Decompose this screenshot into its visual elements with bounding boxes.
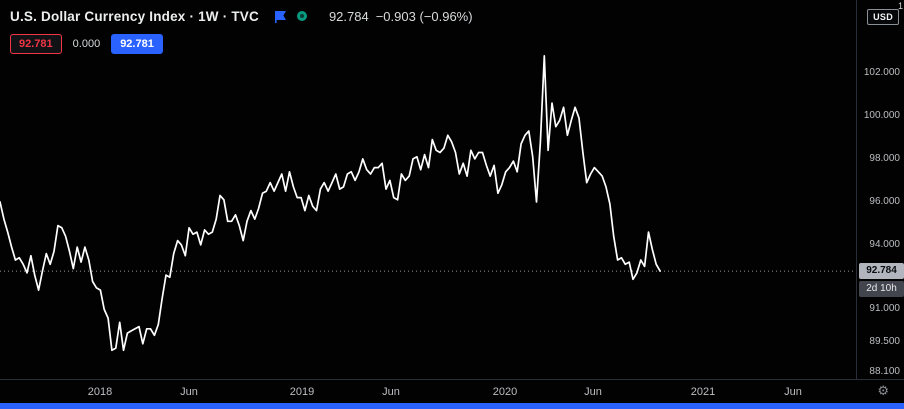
chart-plot-area[interactable]: U.S. Dollar Currency Index · 1W · TVC 92… <box>0 0 856 379</box>
currency-badge[interactable]: USD <box>867 9 899 25</box>
time-tick-label: Jun <box>584 386 602 398</box>
chart-legend: U.S. Dollar Currency Index · 1W · TVC 92… <box>10 6 473 54</box>
price-line-series[interactable] <box>0 54 661 352</box>
flag-icon[interactable] <box>274 10 287 23</box>
price-tick-label: 91.000 <box>869 303 900 314</box>
price-tick-label: 94.000 <box>869 239 900 250</box>
current-price-label: 92.784 <box>859 263 904 279</box>
trade-buttons-row: 92.781 0.000 92.781 <box>10 34 473 54</box>
time-tick-label: 2019 <box>289 386 315 398</box>
last-price-value: 92.784 <box>328 8 369 24</box>
price-tick-label: 96.000 <box>869 196 900 207</box>
time-tick-label: Jun <box>382 386 400 398</box>
buy-button[interactable]: 92.781 <box>111 34 163 54</box>
bar-countdown-label: 2d 10h <box>859 281 904 297</box>
time-tick-label: Jun <box>784 386 802 398</box>
time-tick-label: 2020 <box>492 386 518 398</box>
price-tick-label: 98.000 <box>869 153 900 164</box>
time-axis[interactable]: ⚙ 2018 Jun 2019 Jun 2020 Jun 2021 Jun <box>0 379 904 404</box>
price-tick-label: 102.000 <box>863 67 900 78</box>
price-tick-label: 88.100 <box>869 366 900 377</box>
time-tick-label: Jun <box>180 386 198 398</box>
price-tick-label: 89.500 <box>869 336 900 347</box>
spread-value: 0.000 <box>72 38 101 50</box>
symbol-title[interactable]: U.S. Dollar Currency Index · 1W · TVC <box>10 8 259 24</box>
scale-unit-label: 1 <box>897 1 903 11</box>
market-status-icon <box>296 10 308 22</box>
price-tick-label: 100.000 <box>863 110 900 121</box>
time-tick-label: 2021 <box>690 386 716 398</box>
price-change-value: −0.903 (−0.96%) <box>375 8 473 24</box>
sell-button[interactable]: 92.781 <box>10 34 62 54</box>
price-chart-svg[interactable] <box>0 0 856 379</box>
time-tick-label: 2018 <box>87 386 113 398</box>
settings-gear-icon[interactable]: ⚙ <box>877 384 889 399</box>
bottom-toolbar <box>0 403 904 409</box>
price-axis[interactable]: 1 USD 92.784 2d 10h 102.000 100.000 98.000… <box>856 0 904 379</box>
